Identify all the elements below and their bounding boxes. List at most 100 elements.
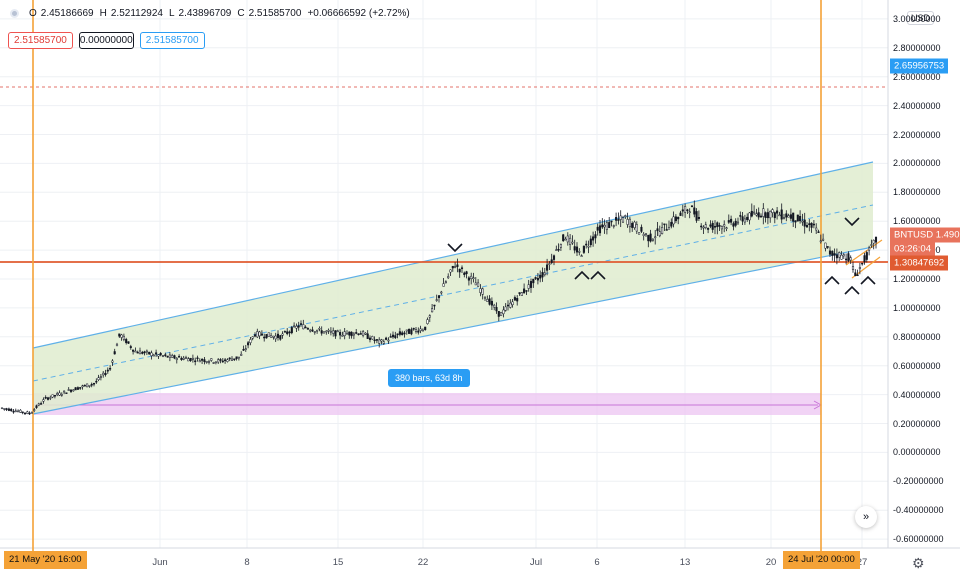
candle-body: [513, 297, 516, 301]
series-dot-icon[interactable]: [10, 9, 19, 18]
candle-body: [444, 281, 447, 284]
candle-body: [817, 231, 820, 233]
candle-body: [240, 353, 243, 356]
candle-body: [601, 224, 604, 228]
candle-body: [302, 324, 305, 330]
candle-body: [132, 349, 135, 352]
candle-body: [690, 205, 694, 208]
candle-body: [863, 255, 866, 263]
candle-body: [472, 277, 475, 279]
candle-body: [543, 272, 546, 276]
candle-body: [51, 394, 54, 398]
candle-body: [410, 329, 413, 335]
candle-body: [684, 206, 687, 213]
range-start-tag: 21 May '20 16:00: [4, 551, 87, 569]
candle-body: [454, 266, 457, 268]
candle-body: [497, 311, 500, 317]
candle-body: [56, 393, 59, 396]
currency-button[interactable]: USD: [907, 11, 935, 25]
candle-body: [19, 409, 22, 413]
candle-body: [700, 225, 703, 228]
candle-body: [10, 409, 13, 412]
candle-body: [451, 265, 454, 269]
candle-body: [539, 274, 542, 279]
candle-body: [336, 330, 339, 333]
candle-body: [375, 339, 378, 341]
channel-fill: [33, 162, 873, 414]
channel-lower: [32, 246, 874, 415]
gear-icon[interactable]: ⚙: [912, 555, 925, 571]
candle-body: [224, 359, 227, 361]
candle-body: [207, 361, 211, 363]
candle-body: [529, 281, 533, 288]
open-value: 2.45186669: [40, 8, 94, 19]
candle-body: [644, 233, 648, 236]
price-axis-label: 2.40000000: [893, 100, 941, 111]
candle-body: [488, 298, 491, 305]
candle-body: [426, 319, 429, 324]
candle-body: [327, 329, 330, 332]
candle-body: [773, 212, 776, 219]
candle-body: [283, 331, 286, 333]
candle-body: [417, 330, 420, 333]
candle-body: [95, 380, 98, 383]
candle-body: [856, 274, 859, 277]
candle-body: [412, 327, 415, 330]
candle-body: [534, 277, 537, 279]
candle-body: [182, 357, 185, 360]
candle-body: [612, 225, 615, 227]
candle-body: [155, 352, 158, 355]
candle-body: [214, 361, 217, 364]
candle-body: [674, 216, 677, 222]
candle-body: [748, 212, 751, 221]
candle-body: [150, 352, 153, 357]
candle-body: [83, 384, 86, 387]
candle-body: [782, 217, 786, 219]
candle-body: [564, 238, 567, 241]
candle-body: [477, 282, 480, 287]
candle-body: [198, 360, 201, 363]
candle-body: [442, 283, 445, 287]
candle-body: [665, 229, 668, 231]
candle-body: [573, 246, 576, 251]
candle-body: [550, 259, 553, 263]
candle-body: [587, 245, 590, 248]
candle-body: [711, 222, 714, 230]
candles: [0, 200, 878, 416]
time-axis-label: Jul: [529, 557, 543, 568]
candle-body: [267, 332, 270, 337]
candle-body: [357, 333, 360, 335]
change-value: +0.06666592 (+2.72%): [307, 8, 410, 19]
candle-body: [152, 354, 155, 357]
candle-body: [663, 223, 666, 226]
candle-body: [776, 210, 779, 214]
price-chip-red[interactable]: 2.51585700: [8, 32, 73, 49]
candle-body: [348, 331, 351, 336]
candle-body: [569, 237, 572, 245]
candle-body: [502, 309, 505, 315]
candle-body: [371, 336, 374, 340]
candle-body: [437, 295, 441, 298]
candle-body: [288, 331, 291, 334]
last-price: 1.49076492: [935, 229, 960, 241]
candle-body: [428, 315, 431, 318]
candle-body: [815, 227, 818, 231]
candle-body: [716, 222, 719, 228]
close-value: 2.51585700: [248, 8, 302, 19]
price-axis-label: 0.00000000: [893, 447, 941, 458]
candle-body: [532, 278, 535, 284]
candle-body: [840, 254, 843, 260]
candle-body: [164, 354, 167, 356]
price-chip-blue[interactable]: 2.51585700: [139, 32, 205, 49]
candle-body: [865, 252, 868, 260]
price-axis-label: 0.40000000: [893, 389, 941, 400]
candle-body: [594, 234, 597, 239]
candle-body: [688, 211, 691, 213]
candle-body: [633, 221, 636, 228]
double-chevron-right-icon[interactable]: »: [855, 506, 877, 528]
range-end-tag: 24 Jul '20 00:00: [783, 551, 860, 569]
candle-body: [759, 215, 763, 218]
measure-chips: 2.51585700 0.00000000 2.51585700: [8, 32, 205, 49]
